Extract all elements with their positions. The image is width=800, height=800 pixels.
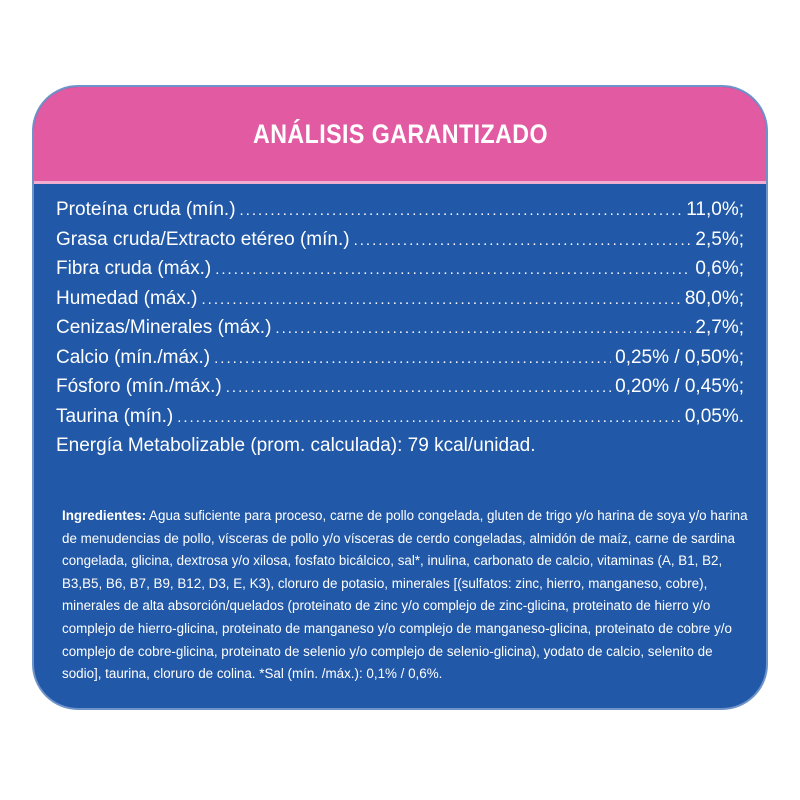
- analysis-row-fat: Grasa cruda/Extracto etéreo (mín.) .....…: [56, 229, 744, 259]
- analysis-label: Taurina (mín.): [56, 405, 174, 427]
- nutrition-label-panel: ANÁLISIS GARANTIZADO Proteína cruda (mín…: [32, 85, 768, 710]
- dot-leader: ........................................…: [275, 320, 691, 337]
- dot-leader: ........................................…: [239, 202, 683, 219]
- dot-leader: ........................................…: [201, 290, 681, 308]
- analysis-label: Fósforo (mín./máx.): [56, 376, 222, 397]
- label-title: ANÁLISIS GARANTIZADO: [252, 118, 548, 149]
- analysis-label: Grasa cruda/Extracto etéreo (mín.): [56, 228, 350, 250]
- analysis-value: 0,25% / 0,50%;: [615, 346, 744, 368]
- analysis-label: Humedad (máx.): [56, 287, 198, 309]
- energy-text: Energía Metabolizable (prom. calculada):…: [56, 435, 536, 456]
- analysis-label: Proteína cruda (mín.): [56, 199, 236, 220]
- analysis-row-calcium: Calcio (mín./máx.) .....................…: [56, 347, 744, 377]
- guaranteed-analysis-list: Proteína cruda (mín.) ..................…: [56, 199, 744, 465]
- metabolizable-energy: Energía Metabolizable (prom. calculada):…: [56, 435, 744, 465]
- analysis-row-protein: Proteína cruda (mín.) ..................…: [56, 199, 744, 229]
- analysis-row-fiber: Fibra cruda (máx.) .....................…: [56, 258, 744, 288]
- analysis-value: 80,0%;: [684, 287, 744, 309]
- analysis-row-moisture: Humedad (máx.) .........................…: [56, 288, 744, 318]
- analysis-value: 0,05%.: [684, 405, 744, 427]
- analysis-label: Cenizas/Minerales (máx.): [56, 317, 272, 338]
- dot-leader: ........................................…: [215, 261, 691, 278]
- analysis-value: 2,7%;: [695, 317, 744, 338]
- dot-leader: ........................................…: [353, 231, 692, 249]
- analysis-value: 0,6%;: [695, 258, 744, 279]
- analysis-label: Fibra cruda (máx.): [56, 258, 212, 279]
- analysis-value: 0,20% / 0,45%;: [615, 376, 744, 397]
- dot-leader: ........................................…: [214, 349, 611, 367]
- dot-leader: ........................................…: [177, 408, 681, 426]
- analysis-value: 2,5%;: [695, 228, 744, 250]
- dot-leader: ........................................…: [225, 379, 611, 396]
- analysis-row-phosphorus: Fósforo (mín./máx.) ....................…: [56, 376, 744, 406]
- analysis-value: 11,0%;: [686, 199, 744, 220]
- analysis-row-ash: Cenizas/Minerales (máx.) ...............…: [56, 317, 744, 347]
- ingredients-label: Ingredientes:: [62, 508, 147, 523]
- ingredients-block: Ingredientes: Agua suficiente para proce…: [62, 505, 752, 686]
- ingredients-text: Agua suficiente para proceso, carne de p…: [62, 508, 748, 682]
- analysis-label: Calcio (mín./máx.): [56, 346, 211, 368]
- analysis-row-taurine: Taurina (mín.) .........................…: [56, 406, 744, 436]
- label-header: ANÁLISIS GARANTIZADO: [34, 87, 766, 184]
